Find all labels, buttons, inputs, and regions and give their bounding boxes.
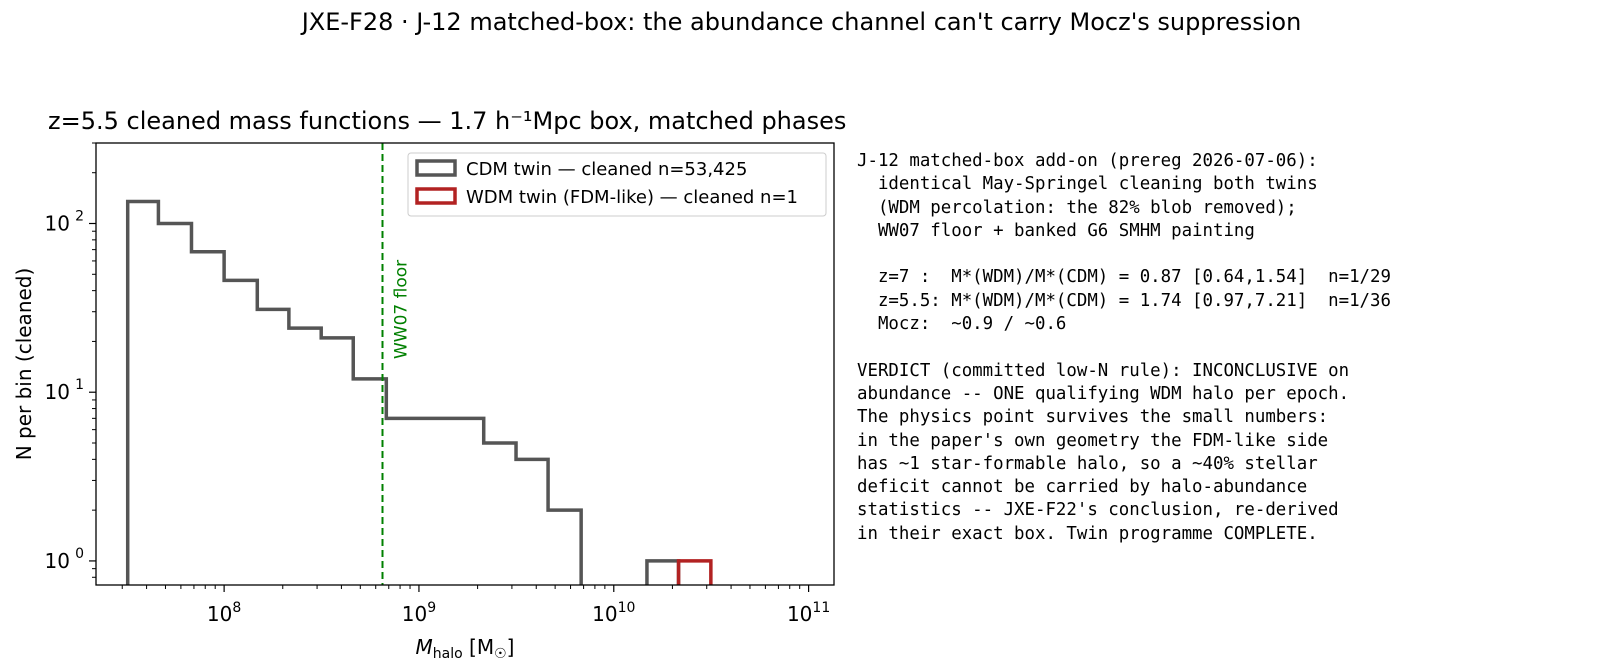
y-tick-label: 10: [45, 380, 70, 404]
notes-line: Mocz: ~0.9 / ~0.6: [857, 314, 1067, 335]
floor-label: WW07 floor: [391, 260, 411, 359]
y-tick-label: 10: [45, 211, 70, 235]
legend: CDM twin — cleaned n=53,425 WDM twin (FDM…: [407, 152, 827, 217]
figure-title: JXE-F28 · J-12 matched-box: the abundanc…: [301, 8, 1302, 36]
notes-line: The physics point survives the small num…: [857, 407, 1329, 428]
series-step-1: [676, 559, 713, 585]
notes-line: (WDM percolation: the 82% blob removed);: [857, 197, 1297, 218]
notes-line: abundance -- ONE qualifying WDM halo per…: [857, 383, 1350, 404]
plot-frame: [95, 142, 835, 586]
x-tick-label: 1011: [787, 600, 830, 626]
notes-line: WW07 floor + banked G6 SMHM painting: [857, 220, 1255, 241]
series-step-0: [125, 199, 681, 585]
legend-swatch-0: [415, 159, 457, 177]
notes-line: J-12 matched-box add-on (prereg 2026-07-…: [857, 151, 1318, 171]
legend-label-1: WDM twin (FDM-like) — cleaned n=1: [466, 187, 798, 208]
x-tick-label: 108: [207, 600, 241, 626]
notes-line: VERDICT (committed low-N rule): INCONCLU…: [857, 360, 1350, 381]
notes-line: z=7 : M*(WDM)/M*(CDM) = 0.87 [0.64,1.54]…: [857, 267, 1391, 288]
analysis-notes: J-12 matched-box add-on (prereg 2026-07-…: [857, 150, 1391, 546]
notes-line: identical May-Springel cleaning both twi…: [857, 174, 1318, 195]
y-tick-label: 10: [45, 549, 70, 573]
y-tick-exponent: 2: [75, 208, 84, 224]
y-tick-exponent: 1: [75, 377, 84, 393]
x-tick-label: 1010: [592, 600, 635, 626]
notes-line: in the paper's own geometry the FDM-like…: [857, 430, 1329, 451]
y-tick-exponent: 0: [75, 546, 84, 562]
legend-swatch-1: [415, 187, 457, 205]
x-tick-label: 109: [402, 600, 436, 626]
x-axis-label: Mhalo [M☉]: [416, 635, 515, 662]
y-axis-label: N per bin (cleaned): [12, 268, 36, 461]
legend-frame: [407, 152, 827, 217]
notes-line: has ~1 star-formable halo, so a ~40% ste…: [857, 453, 1318, 474]
notes-line: z=5.5: M*(WDM)/M*(CDM) = 1.74 [0.97,7.21…: [857, 290, 1391, 311]
notes-line: deficit cannot be carried by halo-abunda…: [857, 477, 1308, 498]
notes-line: statistics -- JXE-F22's conclusion, re-d…: [857, 500, 1339, 521]
legend-label-0: CDM twin — cleaned n=53,425: [466, 159, 747, 180]
notes-line: in their exact box. Twin programme COMPL…: [857, 523, 1318, 544]
plot-area: [125, 143, 713, 585]
chart-title: z=5.5 cleaned mass functions — 1.7 h⁻¹Mp…: [48, 107, 846, 135]
